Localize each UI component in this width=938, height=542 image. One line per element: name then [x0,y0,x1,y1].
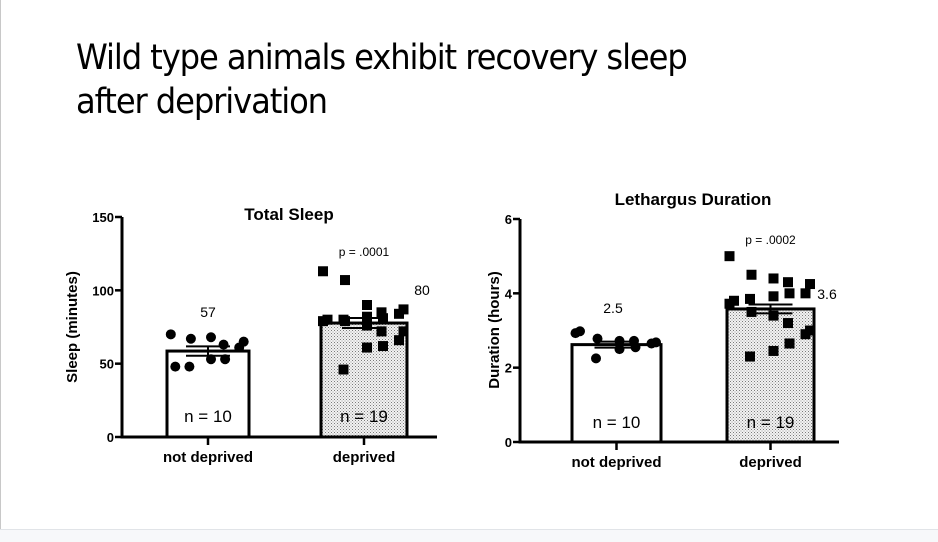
bar-value-annotation: 3.6 [817,286,837,302]
slide: Wild type animals exhibit recovery sleep… [0,0,839,529]
x-tick-label: not deprived [571,454,661,471]
data-point-square [338,364,349,375]
data-point-square [378,341,388,352]
data-point-square [784,338,795,349]
data-point-circle [220,354,231,365]
y-tick-label: 100 [92,283,114,298]
data-point-square [745,293,755,304]
data-point-square [768,273,779,284]
data-point-square [340,275,350,286]
y-axis-label: Duration (hours) [486,271,503,389]
n-label: n = 10 [593,413,641,432]
data-point-square [318,316,328,327]
total-sleep-chart: Total Sleep Sleep (minutes) 0 50 100 150 not d… [64,190,839,471]
y-tick-label: 4 [505,286,513,301]
y-tick-label: 50 [100,357,114,372]
data-point-square [800,329,811,340]
n-label: n = 19 [340,407,388,426]
data-point-circle [206,332,216,343]
y-tick-label: 150 [92,210,114,225]
data-point-circle [184,361,195,372]
bar-value-annotation: 57 [200,304,216,320]
data-point-square [394,308,404,319]
data-point-square [724,298,735,309]
data-point-square [724,251,735,262]
bar-deprived [319,321,409,439]
x-tick-label: deprived [333,449,396,466]
y-tick-label: 6 [505,212,512,227]
slide-title-line-1: Wild type animals exhibit recovery sleep [76,38,688,78]
y-tick-label: 2 [505,361,512,376]
data-point-square [805,279,815,290]
y-tick-label: 0 [505,435,512,450]
data-point-square [784,288,795,299]
data-point-square [376,307,387,318]
y-axis-label: Sleep (minutes) [64,271,81,383]
data-point-circle [234,342,245,353]
data-point-square [394,335,404,346]
data-point-square [768,310,779,321]
data-point-circle [185,333,196,344]
chart-title: Total Sleep [244,205,333,224]
data-point-circle [170,361,181,372]
data-point-square [362,342,372,353]
data-point-circle [646,338,657,349]
data-point-circle [165,329,176,340]
bar-value-annotation: 80 [414,282,430,298]
p-value-label: p = .0002 [745,233,796,247]
data-point-square [800,288,811,299]
data-point-square [318,266,328,277]
data-point-square [746,269,757,280]
data-point-circle [591,353,601,364]
data-point-square [340,316,350,327]
chart-title: Lethargus Duration [615,190,772,209]
data-point-square [768,345,779,356]
data-point-circle [575,326,585,337]
slide-title: Wild type animals exhibit recovery sleep… [76,36,812,124]
data-point-circle [218,339,229,350]
data-point-square [783,277,793,288]
data-point-square [362,311,372,322]
data-point-square [746,306,757,317]
data-point-square [398,326,409,337]
data-point-square [376,326,387,337]
x-tick-label: deprived [739,454,802,471]
data-point-circle [206,354,216,365]
p-value-label: p = .0001 [339,245,390,259]
n-label: n = 19 [747,413,795,432]
data-point-square [745,351,755,362]
bottom-strip [0,529,938,542]
y-tick-label: 0 [107,430,114,445]
data-point-square [362,320,372,331]
bar-value-annotation: 2.5 [603,300,623,316]
data-point-square [783,318,793,329]
n-label: n = 10 [184,407,232,426]
x-tick-label: not deprived [163,449,253,466]
data-point-square [362,300,372,310]
data-point-square [768,291,779,302]
slide-title-line-2: after deprivation [76,82,328,122]
